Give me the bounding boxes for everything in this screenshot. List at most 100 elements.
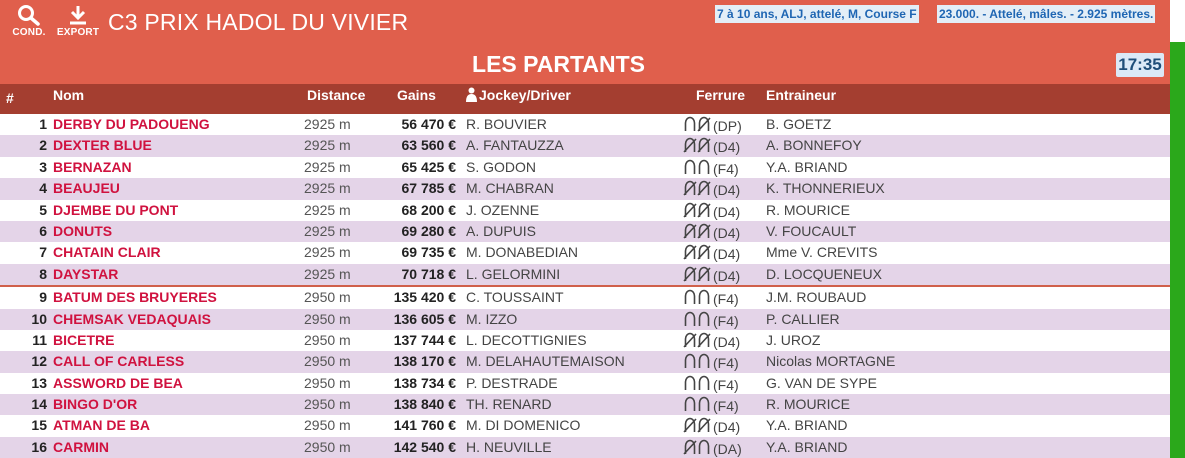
export-button[interactable]: EXPORT — [53, 4, 103, 38]
table-row[interactable]: 15 ATMAN DE BA 2950 m 141 760 € M. DI DOMENI… — [0, 415, 1170, 437]
horseshoe-removed-icon — [697, 202, 711, 218]
runner-distance: 2950 m — [304, 374, 351, 391]
column-header-gains[interactable]: Gains — [397, 87, 436, 103]
horse-name-link[interactable]: BEAUJEU — [53, 180, 120, 197]
column-header-ferrure[interactable]: Ferrure — [696, 87, 746, 103]
runner-distance: 2925 m — [304, 137, 351, 154]
horse-name-link[interactable]: BICETRE — [53, 331, 115, 348]
table-row[interactable]: 6 DONUTS 2925 m 69 280 € A. DUPUIS (D4) V. FOU… — [0, 220, 1170, 243]
runner-jockey: M. DI DOMENICO — [466, 417, 581, 434]
horse-name-link[interactable]: CHEMSAK VEDAQUAIS — [53, 310, 211, 327]
runner-jockey: M. DONABEDIAN — [466, 244, 579, 261]
runner-ferrure: (DP) — [683, 116, 742, 134]
runner-number: 16 — [31, 438, 47, 455]
runner-gains: 135 420 € — [393, 289, 456, 306]
horse-name-link[interactable]: BATUM DES BRUYERES — [53, 289, 217, 306]
runner-jockey: S. GODON — [466, 158, 537, 175]
ferrure-code: (F4) — [713, 160, 739, 177]
runner-number: 6 — [39, 222, 47, 239]
horseshoe-removed-icon — [683, 245, 697, 260]
horse-name-link[interactable]: DJEMBE DU PONT — [53, 201, 179, 218]
runner-ferrure: (D4) — [683, 266, 740, 284]
ferrure-code: (D4) — [713, 182, 741, 199]
column-header-jockey[interactable]: Jockey/Driver — [465, 87, 571, 103]
ferrure-code: (D4) — [713, 224, 741, 241]
runner-trainer: Y.A. BRIAND — [766, 438, 848, 455]
column-header-trainer[interactable]: Entraineur — [766, 87, 837, 103]
table-row[interactable]: 8 DAYSTAR 2925 m 70 718 € L. GELORMINI (D4) D.… — [0, 263, 1170, 286]
runner-gains: 138 840 € — [393, 396, 456, 413]
horseshoe-icon — [698, 375, 710, 390]
runner-jockey: TH. RENARD — [466, 396, 552, 413]
column-header-number[interactable]: # — [6, 90, 14, 106]
runner-distance: 2925 m — [304, 222, 351, 239]
runner-number: 7 — [39, 244, 47, 261]
table-row[interactable]: 3 BERNAZAN 2925 m 65 425 € S. GODON (F4) Y.A. … — [0, 156, 1170, 179]
horse-name-link[interactable]: CARMIN — [53, 438, 109, 455]
ferrure-code: (D4) — [713, 333, 741, 350]
table-row[interactable]: 13 ASSWORD DE BEA 2950 m 138 734 € P. DESTRA… — [0, 372, 1170, 395]
horse-name-link[interactable]: ATMAN DE BA — [53, 417, 150, 434]
horseshoe-removed-icon — [683, 202, 697, 218]
conditions-button[interactable]: COND. — [4, 4, 54, 38]
horseshoe-removed-icon — [683, 266, 697, 282]
runner-trainer: Mme V. CREVITS — [766, 244, 878, 261]
table-row[interactable]: 16 CARMIN 2950 m 142 540 € H. NEUVILLE (DA) Y.… — [0, 436, 1170, 458]
runner-gains: 136 605 € — [393, 310, 456, 327]
table-row[interactable]: 11 BICETRE 2950 m 137 744 € L. DECOTTIGNIES (… — [0, 329, 1170, 352]
horse-name-link[interactable]: CHATAIN CLAIR — [53, 244, 161, 261]
column-header-name[interactable]: Nom — [53, 87, 85, 103]
table-row[interactable]: 12 CALL OF CARLESS 2950 m 138 170 € M. DELAH… — [0, 351, 1170, 373]
ferrure-code: (DA) — [713, 440, 742, 457]
horseshoe-removed-icon — [697, 223, 711, 239]
runner-ferrure: (F4) — [683, 353, 739, 371]
table-row[interactable]: 4 BEAUJEU 2925 m 67 785 € M. CHABRAN (D4) K. T… — [0, 178, 1170, 200]
ferrure-code: (DP) — [713, 118, 742, 134]
horseshoe-icon — [698, 311, 710, 326]
table-row[interactable]: 10 CHEMSAK VEDAQUAIS 2950 m 136 605 € M. IZZ… — [0, 308, 1170, 330]
section-title: LES PARTANTS — [472, 51, 645, 77]
horse-name-link[interactable]: CALL OF CARLESS — [53, 353, 185, 370]
runner-trainer: D. LOCQUENEUX — [766, 265, 882, 282]
table-row[interactable]: 7 CHATAIN CLAIR 2925 m 69 735 € M. DONABEDIA… — [0, 242, 1170, 264]
runner-ferrure: (D4) — [683, 137, 740, 155]
runner-jockey: M. DELAHAUTEMAISON — [466, 353, 625, 370]
runner-gains: 69 735 € — [401, 244, 457, 261]
runner-trainer: G. VAN DE SYPE — [766, 374, 877, 391]
table-row[interactable]: 9 BATUM DES BRUYERES 2950 m 135 420 € C. TOU… — [0, 285, 1170, 309]
runner-ferrure: (D4) — [683, 244, 741, 263]
table-row[interactable]: 1 DERBY DU PADOUENG 2925 m 56 470 € R. BOUVI… — [0, 114, 1170, 136]
table-row[interactable]: 14 BINGO D'OR 2950 m 138 840 € TH. RENARD (F4… — [0, 394, 1170, 416]
column-header-distance[interactable]: Distance — [307, 87, 366, 103]
horse-name-link[interactable]: DEXTER BLUE — [53, 137, 152, 154]
horse-name-link[interactable]: DONUTS — [53, 222, 113, 239]
ferrure-code: (D4) — [713, 246, 741, 263]
runner-ferrure: (F4) — [683, 311, 739, 329]
runner-number: 13 — [31, 374, 47, 391]
runner-trainer: Y.A. BRIAND — [766, 417, 848, 434]
download-icon — [70, 6, 86, 25]
scrollbar[interactable] — [1170, 42, 1185, 458]
horseshoe-removed-icon — [683, 180, 697, 196]
runner-distance: 2925 m — [304, 244, 351, 261]
horseshoe-removed-icon — [683, 439, 697, 455]
runner-gains: 63 560 € — [401, 137, 457, 154]
horseshoe-removed-icon — [697, 116, 711, 132]
horse-name-link[interactable]: ASSWORD DE BEA — [53, 374, 183, 391]
horse-name-link[interactable]: BINGO D'OR — [53, 396, 138, 413]
runner-distance: 2950 m — [304, 289, 351, 306]
table-row[interactable]: 5 DJEMBE DU PONT 2925 m 68 200 € J. OZENNE (D… — [0, 199, 1170, 221]
horse-name-link[interactable]: DERBY DU PADOUENG — [53, 116, 210, 132]
table-row[interactable]: 2 DEXTER BLUE 2925 m 63 560 € A. FANTAUZZA (D… — [0, 135, 1170, 157]
ferrure-code: (F4) — [713, 376, 739, 393]
runner-gains: 142 540 € — [393, 438, 456, 455]
runner-ferrure: (F4) — [683, 396, 739, 414]
runner-number: 10 — [31, 310, 47, 327]
search-icon — [18, 5, 40, 26]
runner-ferrure: (F4) — [683, 289, 739, 307]
runner-gains: 138 734 € — [393, 374, 456, 391]
horse-name-link[interactable]: BERNAZAN — [53, 158, 132, 175]
horseshoe-icon — [698, 439, 710, 454]
horse-name-link[interactable]: DAYSTAR — [53, 265, 119, 282]
horseshoe-removed-icon — [697, 138, 711, 153]
